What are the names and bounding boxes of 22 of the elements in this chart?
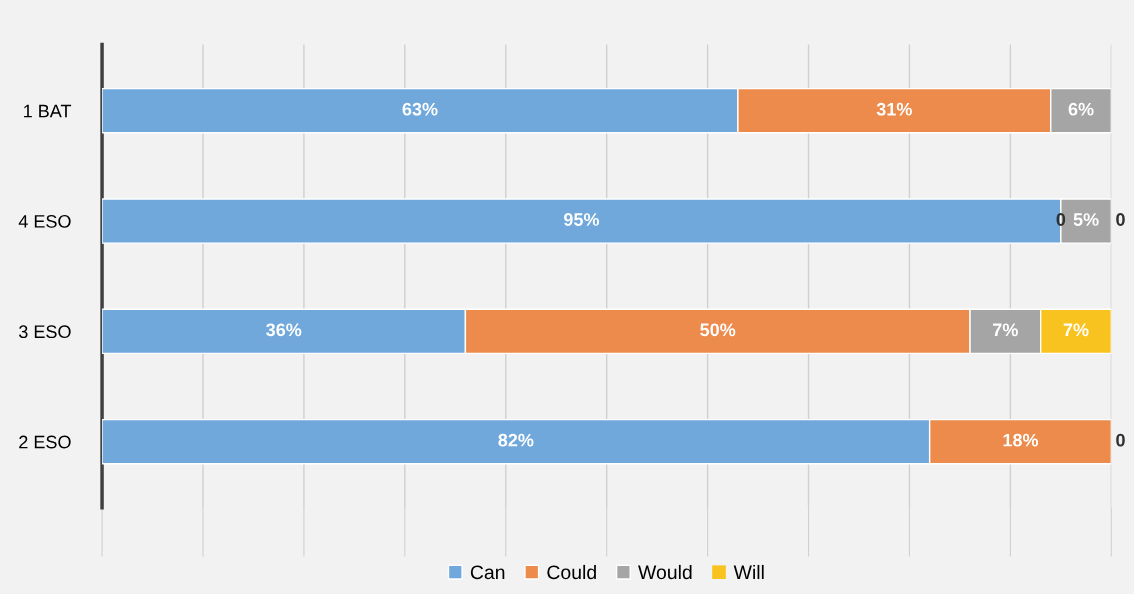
data-label: 18% bbox=[1003, 433, 1039, 447]
data-label: 36% bbox=[266, 323, 302, 337]
data-label: 6% bbox=[1068, 102, 1094, 116]
legend-label: Will bbox=[733, 564, 764, 579]
legend-label: Can bbox=[470, 565, 505, 580]
y-tick-label: 4 ESO bbox=[18, 214, 71, 228]
data-label: 82% bbox=[498, 433, 534, 447]
data-label: 0 bbox=[1116, 213, 1125, 226]
data-label: 7% bbox=[993, 323, 1018, 337]
data-label: 95% bbox=[564, 213, 600, 226]
y-tick-label: 1 BAT bbox=[24, 104, 72, 118]
data-label: 31% bbox=[876, 102, 912, 116]
data-label: 0 bbox=[1056, 213, 1066, 226]
y-tick-label: 3 ESO bbox=[19, 325, 71, 339]
data-label: 50% bbox=[700, 323, 736, 337]
legend-label: Would bbox=[638, 564, 692, 580]
legend-label: Could bbox=[547, 564, 596, 580]
data-label: 7% bbox=[1063, 323, 1089, 337]
y-tick-label: 2 ESO bbox=[19, 435, 71, 449]
data-label: 0 bbox=[1116, 433, 1125, 447]
data-label: 5% bbox=[1073, 213, 1099, 226]
data-label: 63% bbox=[402, 102, 438, 116]
